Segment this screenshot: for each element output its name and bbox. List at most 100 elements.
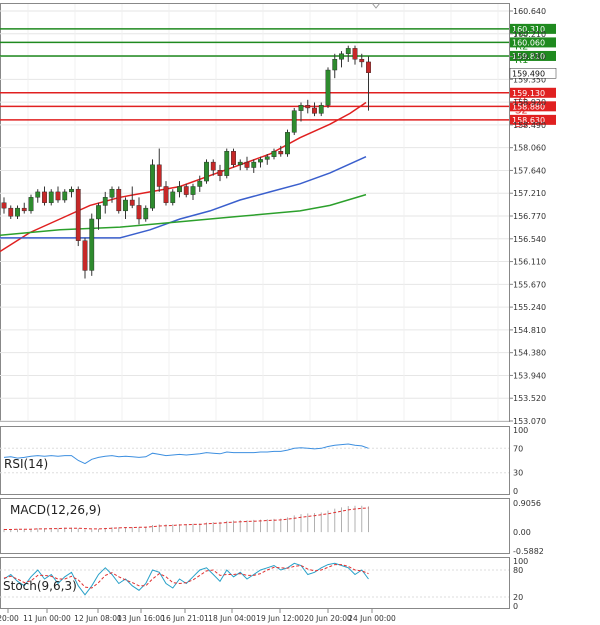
price-tick-label: 155.670: [513, 280, 546, 289]
candle-body-up: [28, 197, 34, 212]
candle: [69, 186, 74, 198]
candle-body-down: [231, 151, 236, 166]
candle-body-down: [359, 59, 365, 63]
candle-body-down: [21, 207, 27, 212]
candle-body-up: [298, 105, 304, 111]
candles: [1, 45, 371, 279]
price-tick-label: 154.810: [513, 326, 546, 335]
candle-body-down: [129, 199, 135, 206]
candle-body-up: [109, 188, 115, 198]
candle: [264, 153, 270, 165]
candle: [217, 164, 223, 182]
macd-label: MACD(12,26,9): [10, 503, 101, 517]
candle: [285, 129, 290, 157]
time-tick-label: 19 Jun 12:00: [256, 614, 304, 623]
candle-body-up: [224, 151, 230, 176]
candle-body-down: [244, 161, 250, 168]
price-tick-label: 156.110: [513, 258, 546, 267]
candle: [204, 159, 209, 184]
price-tick-label: 158.920: [513, 98, 546, 107]
candle: [55, 186, 61, 203]
candle: [143, 205, 149, 222]
candle-body-up: [271, 151, 277, 157]
stoch-panel-frame: [0, 557, 510, 609]
price-tick-label: 155.240: [513, 303, 546, 312]
candle-body-up: [123, 199, 128, 212]
level-price-badge: [510, 87, 556, 98]
rsi-panel: 100 70 30 0: [0, 426, 528, 496]
candle: [305, 99, 311, 114]
candle: [156, 148, 162, 192]
time-tick-label: 12 Jun 08:00: [74, 614, 122, 623]
price-tick-label: 159.780: [513, 53, 546, 62]
candle: [89, 213, 95, 276]
candle-body-up: [339, 53, 344, 60]
macd-tick-label: 0.00: [513, 528, 531, 537]
macd-panel: 0.9056 0.00 -0.5882: [3, 499, 544, 556]
candle: [42, 186, 47, 206]
rsi-tick-label: 100: [513, 426, 528, 435]
candle-body-up: [69, 188, 74, 193]
candle-body-down: [8, 207, 14, 217]
candle: [96, 202, 101, 230]
candle: [28, 194, 34, 214]
moving-average-lines: [0, 101, 367, 253]
moving-average-line: [0, 156, 367, 239]
candle-body-up: [345, 48, 351, 54]
support-resistance-levels: R3160.310R2160.060R1159.810S1159.130S215…: [0, 23, 556, 130]
candle: [21, 202, 27, 214]
chevron-down-icon[interactable]: [371, 2, 381, 9]
candle: [237, 159, 243, 171]
candle: [271, 148, 277, 160]
stoch-tick-label: 80: [513, 566, 523, 575]
candle: [332, 53, 338, 79]
candle-body-down: [366, 61, 371, 73]
candle-body-up: [332, 59, 338, 71]
price-tick-label: 158.490: [513, 121, 546, 130]
candle: [82, 237, 88, 279]
candle-body-down: [183, 186, 189, 195]
price-tick-label: 160.210: [513, 30, 546, 39]
candle-body-up: [143, 207, 149, 220]
candle-body-up: [102, 197, 108, 206]
level-price-label: 158.880: [512, 102, 545, 111]
candle: [318, 102, 324, 117]
candle: [359, 53, 365, 68]
time-tick-label: 11 Jun 00:00: [23, 614, 71, 623]
candle-body-down: [312, 107, 317, 114]
candle-body-up: [197, 180, 203, 187]
candle: [1, 197, 7, 214]
candle: [109, 186, 115, 203]
candle-body-up: [150, 164, 155, 209]
level-price-label: 159.810: [512, 52, 545, 61]
rsi-label: RSI(14): [4, 457, 48, 471]
candle: [35, 189, 41, 203]
candle: [231, 148, 236, 168]
level-price-badge: [510, 37, 556, 48]
rsi-tick-label: 30: [513, 469, 523, 478]
level-price-label: 159.130: [512, 89, 545, 98]
price-tick-label: 154.380: [513, 349, 546, 358]
macd-panel-frame: [0, 498, 510, 554]
moving-average-line: [0, 193, 367, 236]
time-tick-label: 20:00: [0, 614, 19, 623]
candle-body-down: [217, 170, 223, 176]
candle: [123, 197, 128, 219]
stoch-tick-label: 100: [513, 557, 528, 566]
candle: [163, 181, 169, 206]
candle-body-up: [258, 159, 263, 163]
candle-body-down: [163, 186, 169, 203]
level-price-label: 158.630: [512, 116, 545, 125]
candle-body-up: [15, 207, 20, 217]
candle: [75, 186, 81, 247]
candle-body-up: [318, 105, 324, 114]
candle: [325, 67, 331, 108]
price-tick-label: 156.770: [513, 212, 546, 221]
price-tick-label: 157.640: [513, 166, 546, 175]
level-price-label: 160.060: [512, 38, 545, 47]
candle-body-down: [75, 188, 81, 241]
candle-body-down: [278, 151, 284, 155]
candle-body-up: [325, 69, 331, 106]
